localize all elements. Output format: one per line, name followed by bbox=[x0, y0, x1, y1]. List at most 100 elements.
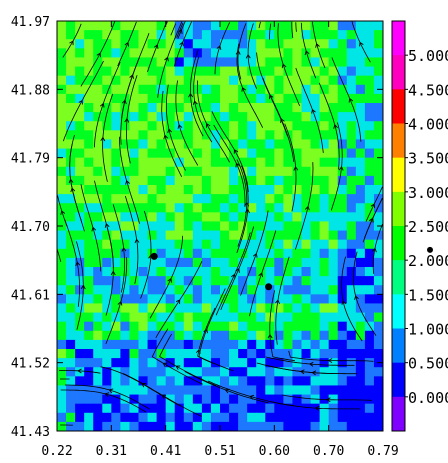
heatmap-cell bbox=[220, 303, 230, 314]
heatmap-cell bbox=[138, 321, 149, 332]
heatmap-cell bbox=[111, 57, 121, 68]
heatmap-cell bbox=[256, 175, 266, 186]
heatmap-cell bbox=[265, 412, 275, 423]
heatmap-cell bbox=[111, 294, 121, 305]
heatmap-cell bbox=[319, 175, 330, 186]
streamline bbox=[214, 22, 231, 75]
heatmap-cell bbox=[256, 48, 266, 59]
heatmap-cell bbox=[201, 75, 212, 86]
heatmap-cell bbox=[93, 267, 103, 277]
heatmap-cell bbox=[301, 394, 312, 405]
heatmap-cell bbox=[301, 412, 312, 423]
x-tick-label: 0.51 bbox=[204, 444, 235, 459]
y-tick-label: 41.61 bbox=[11, 288, 50, 303]
heatmap-cell bbox=[165, 221, 176, 232]
heatmap-cell bbox=[102, 403, 112, 414]
heatmap-cell bbox=[210, 312, 221, 323]
heatmap-cell bbox=[319, 103, 330, 113]
streamline bbox=[247, 23, 257, 89]
streamline-arrow bbox=[304, 50, 310, 56]
heatmap-cell bbox=[183, 166, 194, 177]
y-tick-label: 41.88 bbox=[11, 83, 50, 98]
heatmap-cell bbox=[238, 221, 248, 232]
heatmap-cell bbox=[319, 421, 330, 431]
heatmap-cell bbox=[256, 248, 266, 259]
heatmap-cell bbox=[337, 157, 348, 168]
heatmap-cell bbox=[310, 230, 321, 241]
heatmap-cell bbox=[120, 267, 131, 277]
heatmap-cell bbox=[373, 30, 383, 40]
heatmap-cell bbox=[247, 75, 257, 86]
heatmap-cell bbox=[84, 57, 94, 68]
heatmap-cell bbox=[301, 112, 312, 122]
streamline bbox=[176, 22, 184, 38]
heatmap-cell bbox=[120, 303, 131, 314]
heatmap-cell bbox=[192, 221, 203, 232]
heatmap-cell bbox=[373, 212, 383, 223]
heatmap-cell bbox=[373, 130, 383, 141]
heatmap-cell bbox=[210, 112, 221, 122]
heatmap-cell bbox=[192, 276, 203, 286]
heatmap-cell bbox=[183, 312, 194, 323]
heatmap-cell bbox=[364, 303, 375, 314]
heatmap-cell bbox=[201, 157, 212, 168]
heatmap-cell bbox=[238, 412, 248, 423]
heatmap-cell bbox=[147, 294, 158, 305]
heatmap-cell bbox=[337, 257, 348, 268]
heatmap-cell bbox=[93, 185, 103, 195]
heatmap-cell bbox=[174, 330, 185, 341]
heatmap-cell bbox=[156, 294, 167, 305]
heatmap-cell bbox=[265, 148, 275, 159]
heatmap-cell bbox=[337, 358, 348, 368]
heatmap-cell bbox=[310, 321, 321, 332]
heatmap-cell bbox=[220, 166, 230, 177]
heatmap-cell bbox=[310, 385, 321, 396]
streamline-arrow bbox=[311, 370, 317, 376]
heatmap-cell bbox=[364, 130, 375, 141]
heatmap-cell bbox=[292, 349, 303, 359]
heatmap-cell bbox=[138, 130, 149, 141]
heatmap-cell bbox=[120, 166, 131, 177]
heatmap-cell bbox=[319, 385, 330, 396]
heatmap-cell bbox=[220, 93, 230, 104]
heatmap-cell bbox=[210, 21, 221, 31]
streamline-arrow bbox=[308, 361, 314, 367]
heatmap-cell bbox=[301, 185, 312, 195]
heatmap-cell bbox=[364, 39, 375, 49]
heatmap-cell bbox=[337, 339, 348, 350]
heatmap-cell bbox=[210, 48, 221, 59]
streamline-arrow bbox=[359, 41, 364, 47]
heatmap-cell bbox=[192, 394, 203, 405]
heatmap-cell bbox=[192, 185, 203, 195]
heatmap-cell bbox=[364, 312, 375, 323]
heatmap-cell bbox=[301, 157, 312, 168]
heatmap-cell bbox=[75, 84, 85, 95]
heatmap-cell bbox=[192, 130, 203, 141]
heatmap-cell bbox=[256, 212, 266, 223]
heatmap-cell bbox=[337, 385, 348, 396]
heatmap-cell bbox=[174, 321, 185, 332]
heatmap-cell bbox=[156, 130, 167, 141]
heatmap-cell bbox=[111, 248, 121, 259]
heatmap-cell bbox=[364, 248, 375, 259]
heatmap-cell bbox=[373, 349, 383, 359]
heatmap-cell bbox=[57, 412, 67, 423]
heatmap-cell bbox=[319, 294, 330, 305]
colorbar-label: 0.500 bbox=[408, 355, 448, 373]
heatmap-cell bbox=[75, 330, 85, 341]
heatmap-cell bbox=[111, 394, 121, 405]
heatmap-cell bbox=[355, 139, 366, 150]
heatmap-cell bbox=[183, 294, 194, 305]
heatmap-cell bbox=[220, 412, 230, 423]
streamline-arrow bbox=[315, 42, 320, 48]
heatmap-cell bbox=[84, 175, 94, 186]
streamline bbox=[157, 21, 183, 98]
heatmap-cell bbox=[355, 84, 366, 95]
heatmap-cell bbox=[174, 285, 185, 295]
heatmap-cell bbox=[310, 130, 321, 141]
heatmap-cell bbox=[138, 349, 149, 359]
heatmap-cell bbox=[310, 267, 321, 277]
heatmap-cell bbox=[274, 412, 284, 423]
heatmap-cell bbox=[66, 57, 76, 68]
